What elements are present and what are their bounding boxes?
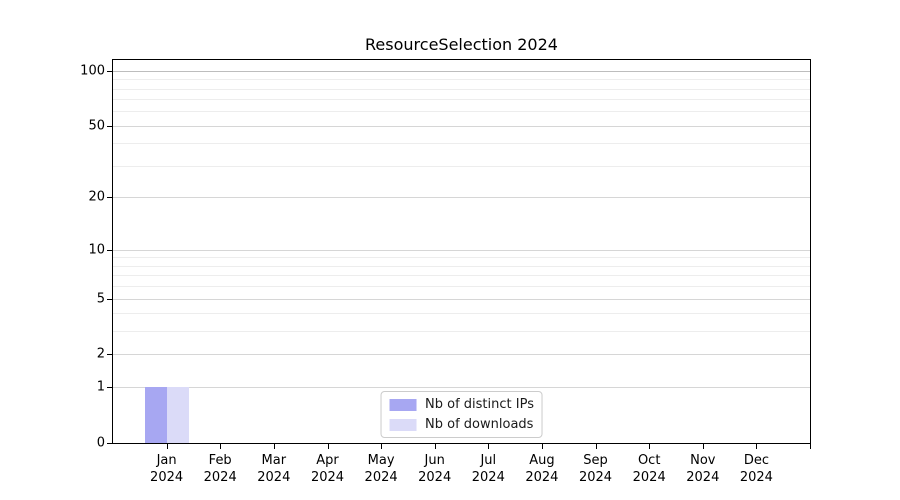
x-tick-mark <box>756 443 758 449</box>
x-tick-mark-edge <box>810 443 811 449</box>
gridline-minor <box>113 88 810 90</box>
x-tick-mark <box>702 443 704 449</box>
x-tick-label: Aug 2024 <box>525 453 558 487</box>
x-tick-label-line: 2024 <box>525 469 559 485</box>
gridline-minor <box>113 99 810 101</box>
gridline-minor <box>113 166 810 167</box>
x-tick-label-line: Apr <box>316 453 339 468</box>
bar-distinct-ips <box>144 387 167 443</box>
gridline-minor <box>113 111 810 113</box>
y-tick-label: 2 <box>96 346 105 362</box>
gridline-minor <box>113 265 810 267</box>
x-tick-label-line: Nov <box>690 453 716 468</box>
x-tick-mark <box>273 443 275 449</box>
x-tick-mark <box>649 443 651 449</box>
legend-swatch <box>389 398 417 411</box>
chart-title: ResourceSelection 2024 <box>365 35 558 54</box>
x-tick-label: Feb 2024 <box>204 453 237 487</box>
x-tick-label: Jun 2024 <box>418 453 451 487</box>
legend-label: Nb of distinct IPs <box>425 397 534 412</box>
x-tick-label-line: 2024 <box>203 469 237 485</box>
x-tick-label: May 2024 <box>365 453 398 487</box>
x-tick-label-line: 2024 <box>471 469 505 485</box>
x-tick-label: Oct 2024 <box>633 453 666 487</box>
y-tick-mark <box>107 197 113 199</box>
x-tick-label-line: 2024 <box>686 469 720 485</box>
gridline-minor <box>113 143 810 145</box>
x-tick-label-line: 2024 <box>739 469 773 485</box>
gridline-major <box>113 354 810 356</box>
x-tick-label-line: 2024 <box>632 469 666 485</box>
x-tick-label: Mar 2024 <box>257 453 290 487</box>
y-tick-mark <box>107 298 113 300</box>
y-tick-label: 50 <box>88 118 105 134</box>
legend-item: Nb of downloads <box>389 417 534 432</box>
legend: Nb of distinct IPs Nb of downloads <box>380 391 543 438</box>
x-tick-label-line: Jan <box>156 453 177 468</box>
y-tick-label: 10 <box>88 242 105 258</box>
gridline-minor <box>113 286 810 287</box>
x-tick-label: Jul 2024 <box>472 453 505 487</box>
y-tick-mark <box>107 387 113 389</box>
legend-item: Nb of distinct IPs <box>389 397 534 412</box>
y-tick-label: 5 <box>96 291 105 306</box>
legend-label: Nb of downloads <box>425 417 534 432</box>
x-tick-label-line: 2024 <box>257 469 291 485</box>
legend-swatch <box>389 418 417 431</box>
x-tick-mark <box>434 443 436 449</box>
gridline-minor <box>113 79 810 81</box>
x-tick-label-line: Jun <box>424 453 445 468</box>
y-tick-label: 20 <box>88 189 105 205</box>
gridline-minor <box>113 313 810 315</box>
x-tick-label-line: 2024 <box>578 469 613 485</box>
gridline-minor <box>113 331 810 333</box>
x-tick-mark <box>488 443 490 449</box>
gridline-major <box>113 70 810 72</box>
gridline-major <box>113 249 810 251</box>
x-tick-label-line: Oct <box>637 453 661 468</box>
y-tick-mark <box>107 443 113 444</box>
x-tick-label: Jan 2024 <box>150 453 183 487</box>
x-tick-label-line: Mar <box>261 453 287 468</box>
x-tick-label-line: 2024 <box>150 469 184 485</box>
x-tick-label-line: Dec <box>743 453 769 468</box>
y-tick-mark <box>107 354 113 356</box>
x-tick-label: Dec 2024 <box>740 453 773 487</box>
y-tick-label: 0 <box>96 435 105 451</box>
x-tick-label-line: 2024 <box>364 469 398 485</box>
gridline-major <box>113 298 810 300</box>
gridline-minor <box>113 275 810 277</box>
x-tick-label: Nov 2024 <box>686 453 719 487</box>
x-tick-mark <box>595 443 597 449</box>
x-tick-label-line: Sep <box>583 453 608 468</box>
gridline-minor <box>113 257 810 259</box>
x-tick-label-line: Aug <box>529 453 555 468</box>
y-tick-mark <box>107 125 113 127</box>
gridline-major <box>113 197 810 199</box>
y-tick-label: 100 <box>80 63 105 79</box>
x-tick-label-line: Feb <box>208 453 232 468</box>
x-tick-label-line: 2024 <box>310 469 345 485</box>
y-tick-mark <box>107 249 113 251</box>
y-tick-mark <box>107 70 113 72</box>
x-tick-label-line: May <box>367 453 395 468</box>
x-tick-mark <box>541 443 543 449</box>
gridline-major <box>113 125 810 127</box>
x-tick-label: Apr 2024 <box>311 453 344 487</box>
x-tick-mark <box>220 443 222 449</box>
x-tick-mark <box>327 443 329 449</box>
plot-area: Nb of distinct IPs Nb of downloads 0 1 2 5 10… <box>80 59 811 485</box>
gridline-major <box>113 387 810 389</box>
bar-downloads <box>166 387 189 443</box>
x-tick-label: Sep 2024 <box>579 453 612 487</box>
x-tick-mark <box>166 443 168 449</box>
x-tick-label-line: Jul <box>480 453 497 468</box>
x-tick-mark <box>381 443 383 449</box>
x-tick-label-line: 2024 <box>418 469 452 485</box>
y-tick-label: 1 <box>96 379 105 395</box>
